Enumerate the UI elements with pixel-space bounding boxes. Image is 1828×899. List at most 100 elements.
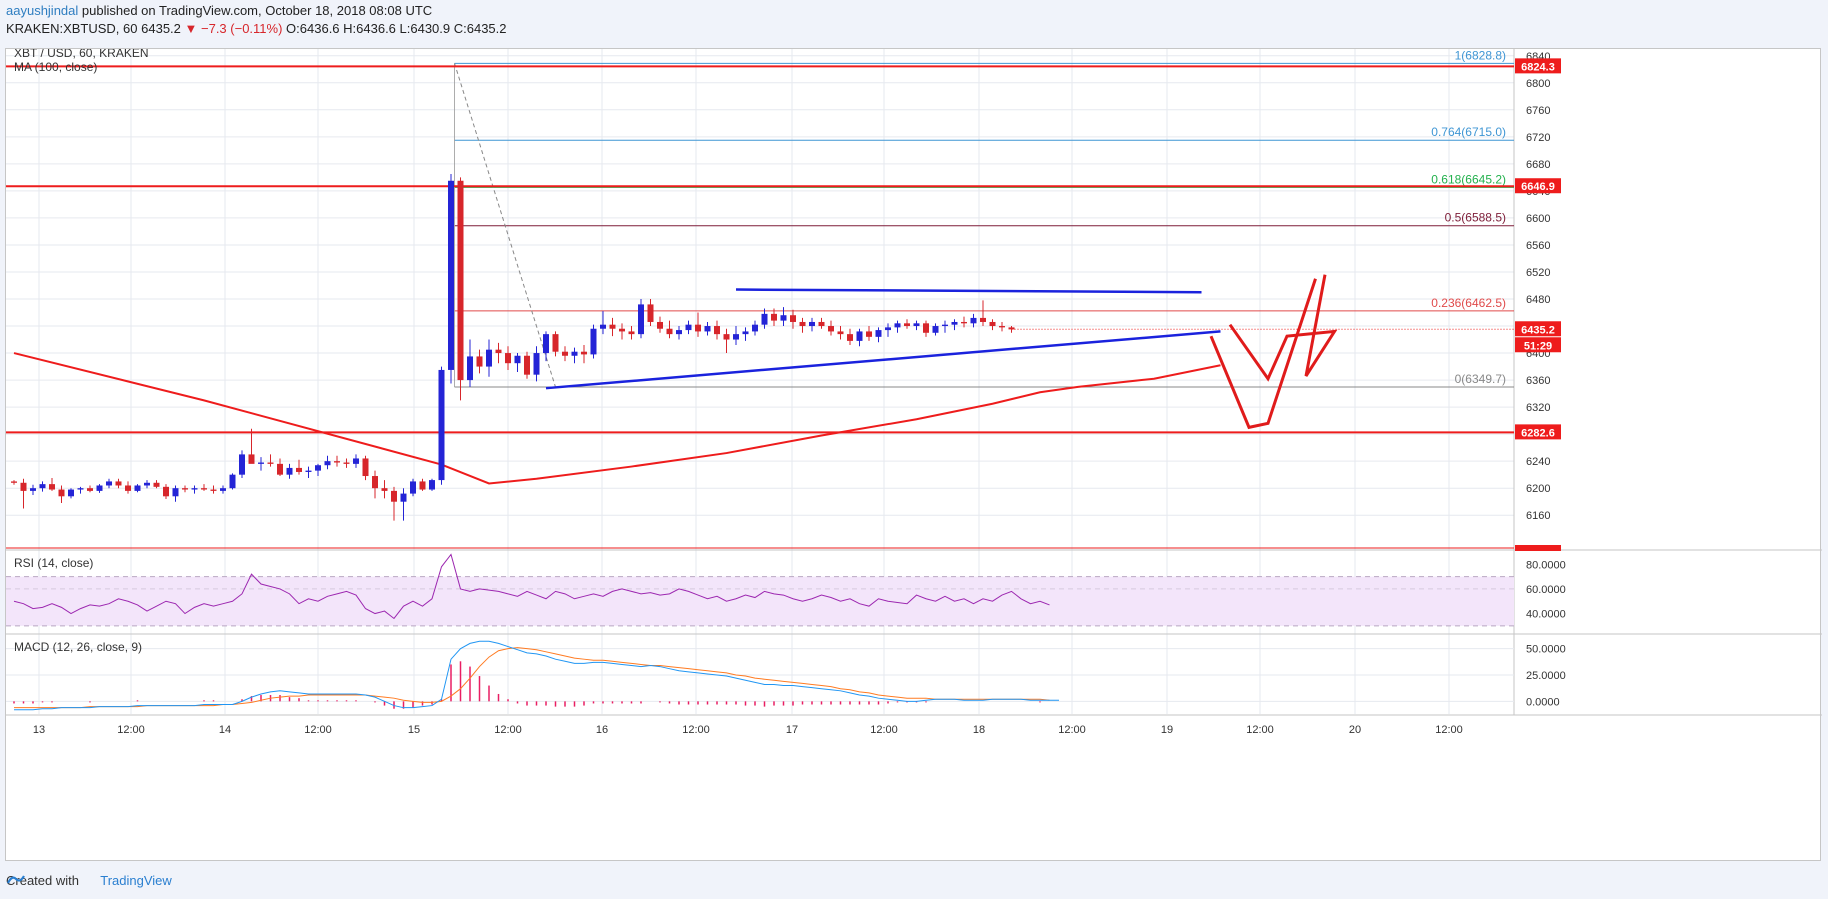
candle-body (163, 486, 169, 497)
candle-body (524, 355, 530, 375)
ma100-line (13, 352, 1221, 485)
candle-body (144, 482, 150, 486)
price-tick-label: 6800 (1526, 78, 1550, 90)
candle-body (410, 481, 416, 494)
current-price-tag-text: 6435.2 (1521, 324, 1555, 336)
price-tick-label: 6200 (1526, 483, 1550, 495)
candle-body (771, 313, 777, 321)
candle-body (980, 317, 986, 322)
candle-body (894, 323, 901, 328)
fib-level-label: 0.236(6462.5) (1431, 296, 1506, 310)
time-tick-label: 12:00 (494, 724, 522, 736)
candle-body (239, 454, 245, 475)
candle-body (77, 488, 84, 490)
rsi-line (13, 553, 1050, 620)
candle-body (856, 331, 863, 341)
price-tick-label: 6760 (1526, 105, 1550, 117)
candle-body (533, 353, 540, 375)
chart-svg[interactable]: 13 12:00 14 12:00 15 12:00 16 12:00 17 12:00 18 12:… (6, 49, 1822, 862)
candle-body (58, 489, 65, 497)
candle-body (733, 334, 739, 340)
candle-body (742, 331, 749, 335)
candle-body (353, 458, 359, 464)
candle-body (30, 488, 36, 491)
price-tick-label: 6520 (1526, 267, 1550, 279)
fib-level-label: 0.618(6645.2) (1431, 172, 1506, 186)
fib-level-label: 1(6828.8) (1455, 49, 1506, 62)
time-tick-label: 12:00 (870, 724, 898, 736)
candle-body (315, 465, 321, 471)
candle-body (182, 488, 188, 490)
candle-body (571, 351, 578, 356)
level-price-tag-text: 6646.9 (1521, 181, 1555, 193)
candle-body (799, 321, 806, 327)
candle-body (818, 321, 825, 327)
candle-body (106, 481, 112, 486)
level-price-tag (1515, 424, 1561, 440)
price-tick-label: 6720 (1526, 132, 1550, 144)
time-tick-label: 12:00 (1435, 724, 1463, 736)
candle-body (267, 462, 274, 464)
candle-body (324, 461, 331, 466)
candle-body (904, 323, 910, 327)
time-tick-label: 12:00 (682, 724, 710, 736)
candle-body (49, 484, 55, 490)
candle-body (875, 330, 882, 337)
candle-body (486, 349, 492, 367)
candle-body (657, 321, 663, 329)
candle-body (334, 461, 340, 463)
price-tick-label: 6560 (1526, 240, 1550, 252)
candle-body (438, 369, 445, 481)
macd-tick-label: 25.0000 (1526, 670, 1566, 682)
candle-body (628, 331, 635, 335)
last-price: 6435.2 (141, 21, 181, 36)
candle-body (514, 355, 521, 364)
macd-tick-label: 50.0000 (1526, 644, 1566, 656)
candle-body (828, 326, 834, 332)
price-tick-label: 6600 (1526, 213, 1550, 225)
candle-body (362, 458, 369, 477)
time-tick-label: 18 (973, 724, 985, 736)
level-price-tag-text: 6824.3 (1521, 61, 1555, 73)
candle-body (153, 482, 160, 487)
rsi-title: RSI (14, close) (14, 556, 93, 570)
candle-body (932, 326, 939, 333)
triangle-upper-trendline (735, 288, 1202, 294)
chart-container[interactable]: 13 12:00 14 12:00 15 12:00 16 12:00 17 12:00 18 12:… (5, 48, 1822, 862)
published-text: published on TradingView.com, October 18… (81, 3, 433, 18)
rsi-tick-label: 60.0000 (1526, 584, 1566, 596)
candle-body (191, 488, 198, 490)
price-tick-label: 6680 (1526, 159, 1550, 171)
time-tick-label: 16 (596, 724, 608, 736)
candle-body (220, 488, 226, 491)
candle-body (989, 321, 996, 327)
macd-line (14, 640, 1059, 711)
candle-body (296, 467, 302, 472)
candle-body (381, 488, 388, 491)
projection-path-2 (1209, 278, 1317, 430)
footer: Created with TradingView (6, 873, 172, 888)
candle-body (590, 328, 597, 355)
ma-indicator-label: MA (100, close) (14, 60, 97, 74)
candle-body (619, 328, 625, 332)
time-tick-label: 14 (219, 724, 231, 736)
candle-body (248, 454, 255, 464)
candle-body (676, 330, 682, 335)
candle-body (961, 321, 967, 324)
candle-body (837, 331, 844, 335)
bottom-price-tag (1515, 545, 1561, 551)
time-tick-label: 12:00 (304, 724, 332, 736)
level-price-tag-text: 6282.6 (1521, 427, 1555, 439)
candle-body (429, 480, 435, 490)
time-tick-label: 20 (1349, 724, 1361, 736)
tradingview-brand[interactable]: TradingView (100, 873, 172, 888)
candle-body (761, 313, 768, 325)
candle-body (467, 356, 473, 381)
current-price-tag (1515, 321, 1561, 337)
candle-body (286, 467, 293, 475)
author-link[interactable]: aayushjindal (6, 3, 79, 18)
candle-body (343, 462, 350, 464)
countdown-tag (1515, 337, 1561, 353)
time-tick-label: 13 (33, 724, 45, 736)
candle-body (505, 353, 511, 364)
